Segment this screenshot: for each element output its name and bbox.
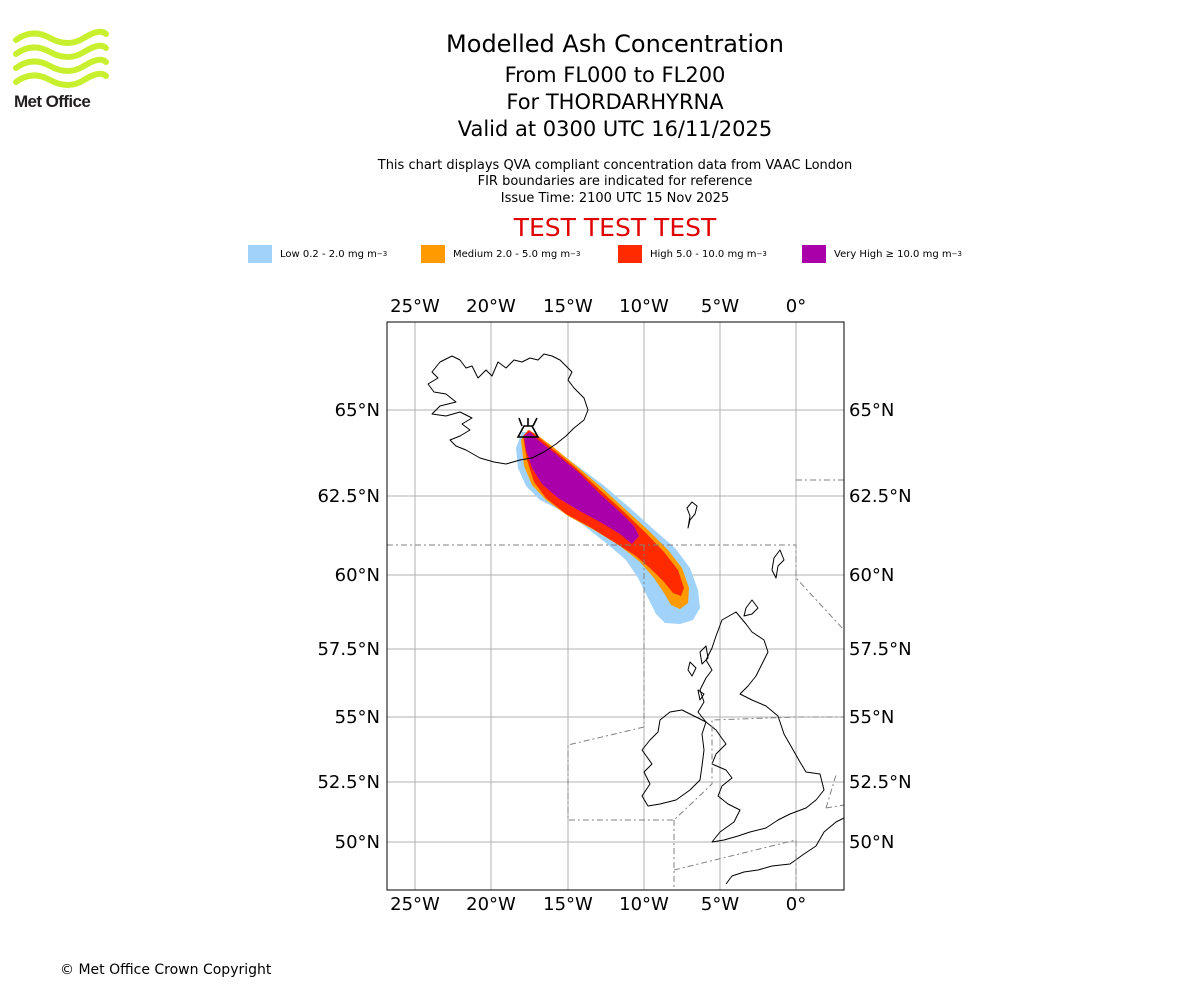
lat-tick-right-52-5n: 52.5°N [849,772,912,793]
met-office-logo-icon [13,28,109,88]
lon-tick-top-15w: 15°W [543,296,593,317]
legend-item-high: High 5.0 - 10.0 mg m −3 [618,244,767,264]
lon-tick-bottom-20w: 20°W [466,894,516,915]
lon-tick-top-5w: 5°W [701,296,739,317]
fir-southwest-boundary [673,820,797,890]
fir-north-boundary [387,544,844,631]
lat-tick-right-50n: 50°N [849,832,894,853]
legend-swatch-high [618,245,642,263]
lat-tick-left-52-5n: 52.5°N [317,772,380,793]
chart-title: Modelled Ash Concentration [446,30,784,58]
scotland-coastline [697,599,825,843]
lat-tick-right-62-5n: 62.5°N [849,486,912,507]
iceland-coastline [427,353,589,465]
legend-label-high: High 5.0 - 10.0 mg m [650,248,757,260]
legend-item-low: Low 0.2 - 2.0 mg m −3 [248,244,387,264]
lon-tick-top-25w: 25°W [390,296,440,317]
map-frame [386,321,845,891]
met-office-logo-text: Met Office [14,92,91,111]
shetland-coastline [771,549,785,579]
volcano-name: For THORDARHYRNA [506,90,724,114]
lat-tick-right-57-5n: 57.5°N [849,639,912,660]
lat-tick-left-57-5n: 57.5°N [317,639,380,660]
fir-note: FIR boundaries are indicated for referen… [477,174,753,189]
qva-note: This chart displays QVA compliant concen… [377,158,853,173]
legend-label-very-high: Very High ≥ 10.0 mg m [834,248,952,260]
ash-contour-very-high [524,432,639,544]
lon-tick-top-10w: 10°W [619,296,669,317]
legend-swatch-medium [421,245,445,263]
valid-time: Valid at 0300 UTC 16/11/2025 [457,117,773,141]
lat-tick-left-55n: 55°N [335,707,380,728]
legend-label-low: Low 0.2 - 2.0 mg m [280,248,377,260]
lat-tick-left-60n: 60°N [335,565,380,586]
lat-tick-right-65n: 65°N [849,400,894,421]
legend-item-very-high: Very High ≥ 10.0 mg m −3 [802,244,962,264]
lon-tick-bottom-0: 0° [786,894,806,915]
lat-tick-left-65n: 65°N [335,400,380,421]
france-coastline [725,817,844,885]
hebrides-coastline [687,645,709,701]
legend-exp-very-high: −3 [951,250,962,258]
lat-tick-left-62-5n: 62.5°N [317,486,380,507]
legend-exp-medium: −3 [570,250,581,258]
legend-item-medium: Medium 2.0 - 5.0 mg m −3 [421,244,580,264]
legend-label-medium: Medium 2.0 - 5.0 mg m [453,248,571,260]
coastlines [427,353,844,885]
legend-swatch-very-high [802,245,826,263]
fir-boundaries [387,479,844,890]
volcano-icon [516,417,540,438]
lon-tick-bottom-15w: 15°W [543,894,593,915]
issue-time: Issue Time: 2100 UTC 15 Nov 2025 [500,191,730,206]
lon-tick-top-20w: 20°W [466,296,516,317]
test-banner: TEST TEST TEST [513,213,717,242]
ireland-coastline [641,709,707,807]
lon-tick-bottom-10w: 10°W [619,894,669,915]
fir-channel-boundary [825,774,844,809]
faroe-islands-coastline [686,501,698,529]
lon-tick-bottom-25w: 25°W [390,894,440,915]
legend-exp-high: −3 [756,250,767,258]
map-background [387,322,844,890]
copyright-notice: © Met Office Crown Copyright [60,962,272,978]
legend-swatch-low [248,245,272,263]
lon-tick-top-0: 0° [786,296,806,317]
flight-level-range: From FL000 to FL200 [504,63,726,87]
lat-tick-left-50n: 50°N [335,832,380,853]
lat-tick-right-55n: 55°N [849,707,894,728]
lat-tick-right-60n: 60°N [849,565,894,586]
lon-tick-bottom-5w: 5°W [701,894,739,915]
legend-exp-low: −3 [376,250,388,258]
